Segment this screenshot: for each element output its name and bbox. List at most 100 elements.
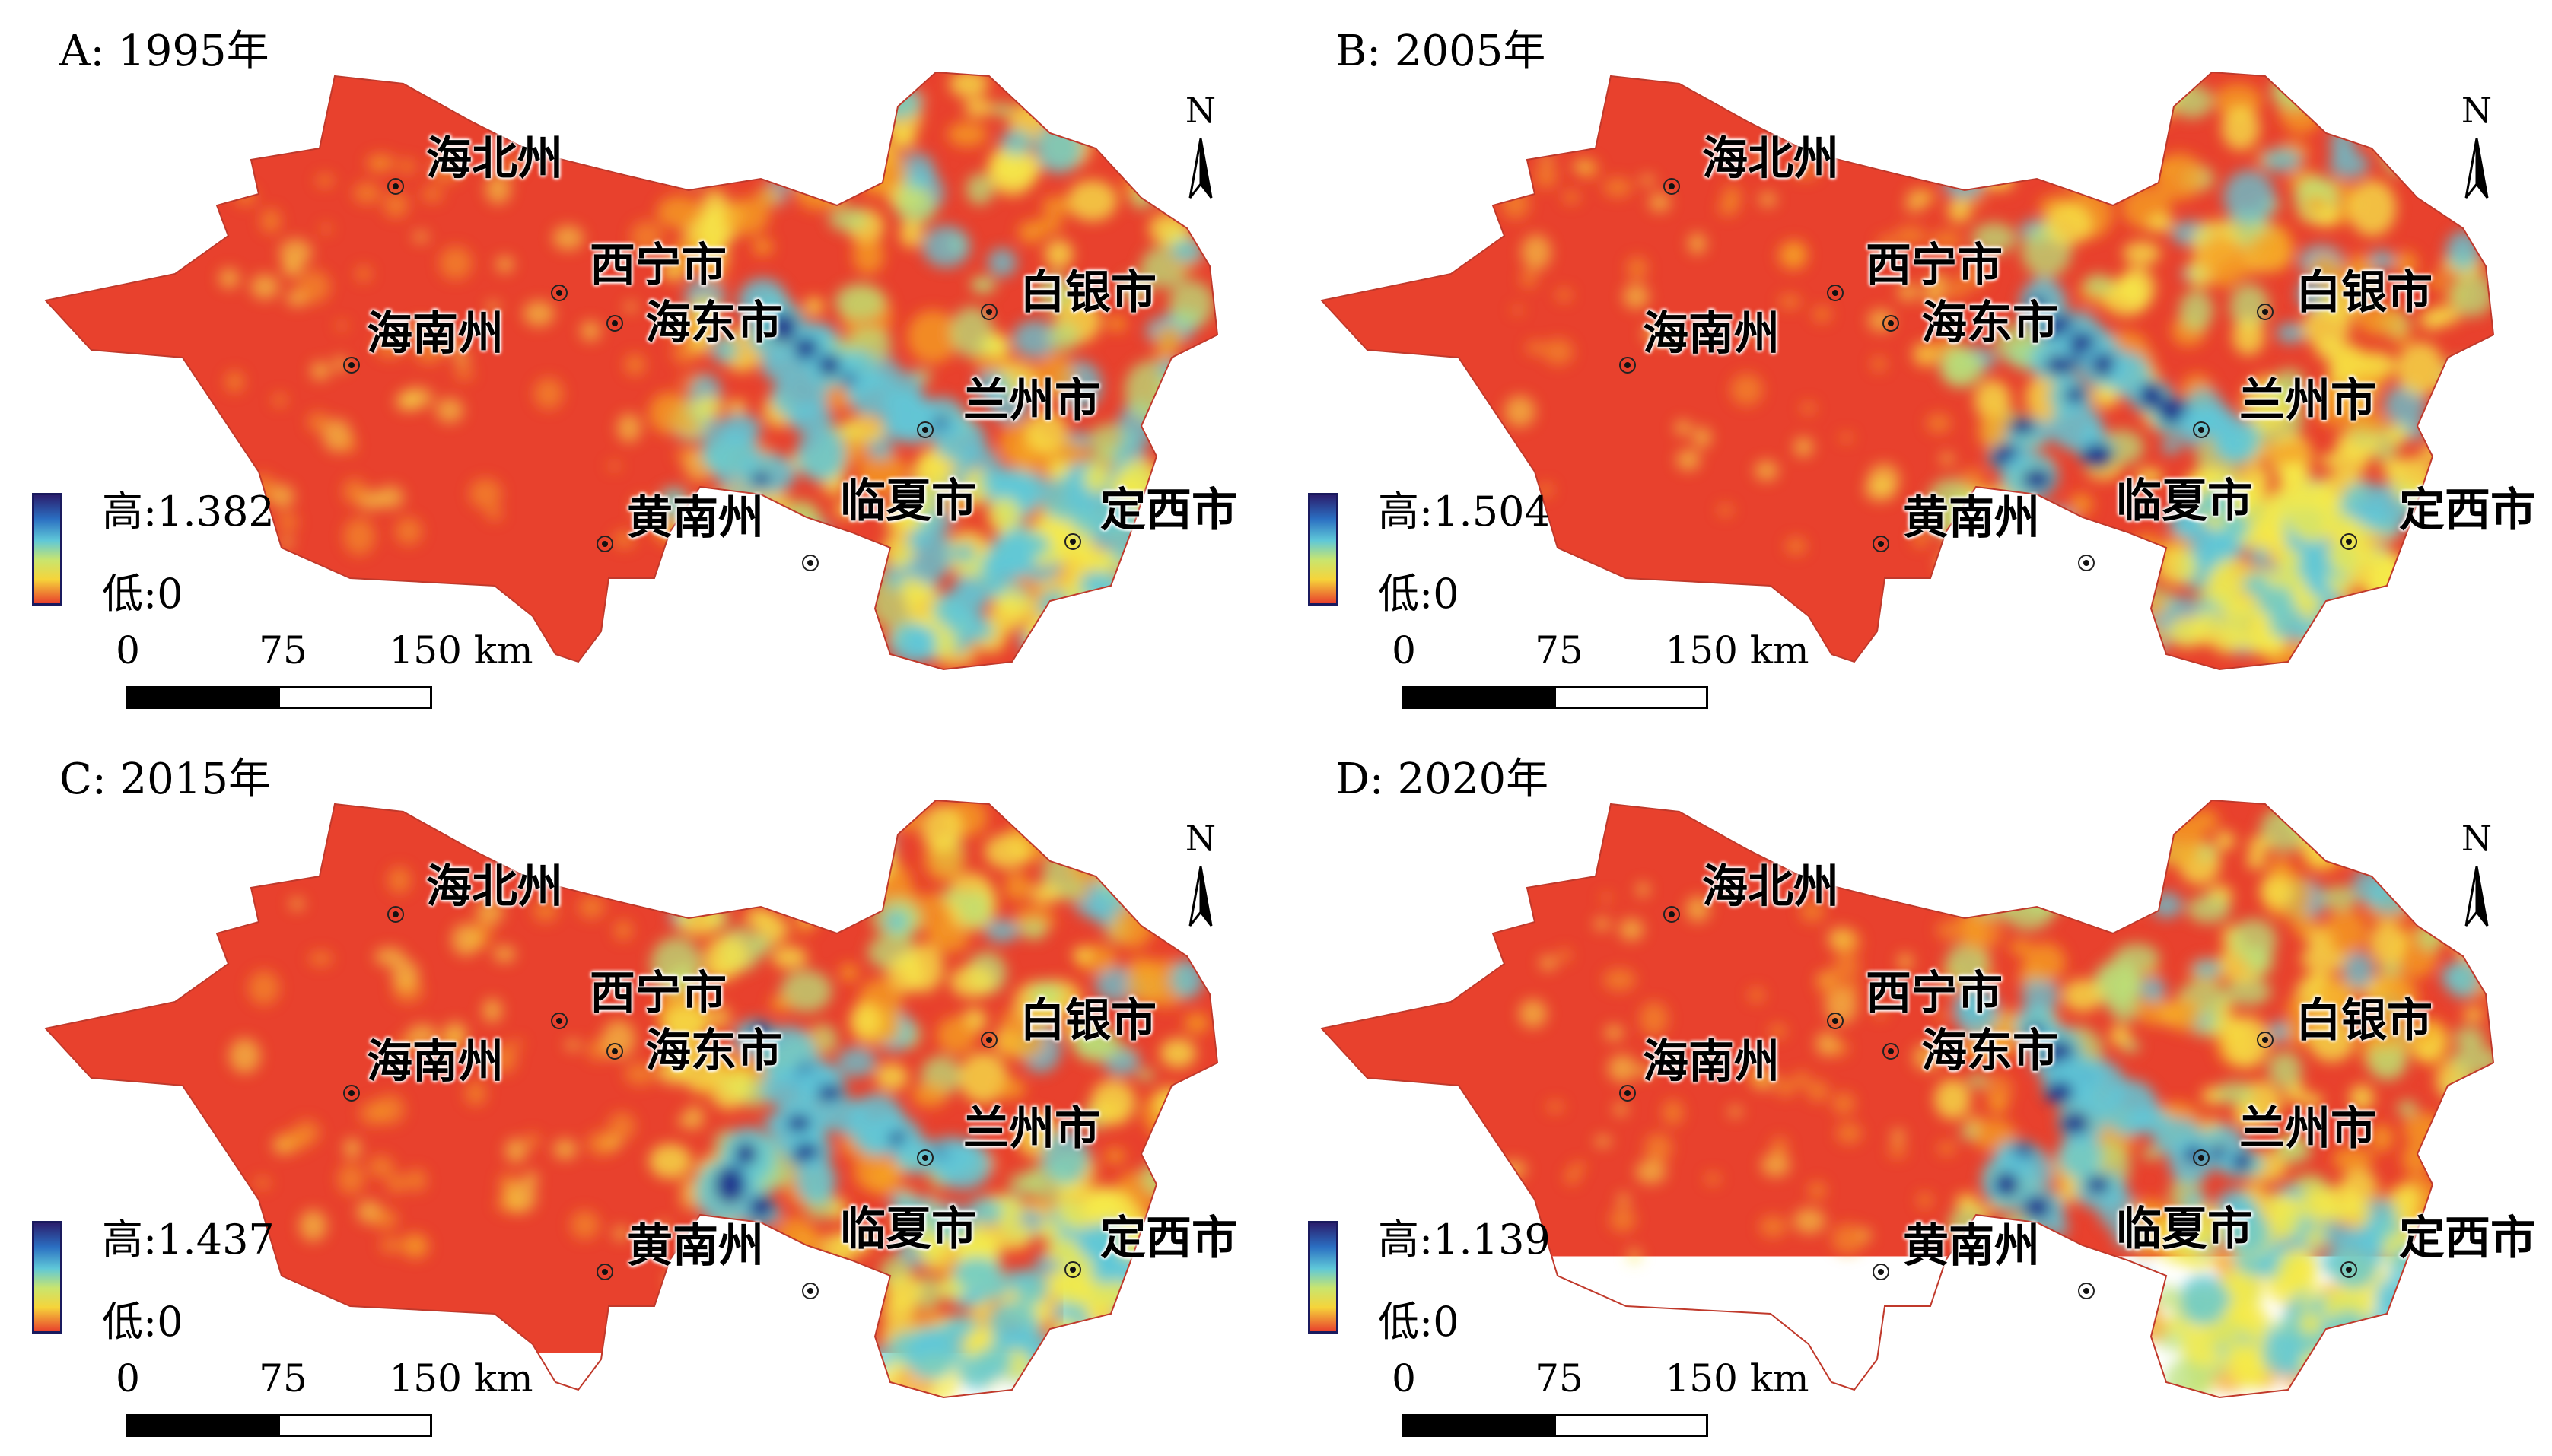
heat-blob	[439, 246, 472, 280]
heat-blob	[2409, 126, 2438, 160]
scale-tick-75: 75	[1535, 1356, 1583, 1400]
heat-blob	[2402, 1142, 2431, 1175]
heat-blob	[1068, 180, 1117, 221]
heat-blob	[1962, 924, 1989, 950]
heat-blob	[1603, 968, 1636, 991]
heat-blob	[565, 1040, 581, 1051]
city-point-dot	[2198, 427, 2204, 433]
heat-blob	[1161, 1112, 1211, 1165]
heat-blob	[1978, 104, 2018, 133]
heat-blob	[2041, 824, 2064, 844]
heat-blob	[2399, 1349, 2429, 1368]
heat-blob	[950, 965, 994, 998]
label-huangnan: 黄南州	[1903, 1209, 2040, 1275]
heat-blob	[875, 1063, 908, 1091]
heat-blob	[1144, 548, 1168, 566]
heat-blob	[776, 1216, 814, 1257]
heat-blob	[664, 642, 689, 658]
city-point-dot	[1669, 183, 1675, 189]
label-haibei: 海北州	[1702, 122, 1839, 188]
heat-blob	[616, 413, 641, 443]
heat-blob	[454, 367, 473, 380]
heat-blob	[660, 1315, 705, 1363]
heat-blob	[954, 542, 976, 563]
heat-blob	[2398, 136, 2420, 156]
heat-blob	[740, 840, 768, 866]
heat-blob	[735, 608, 767, 634]
heat-blob	[1160, 376, 1198, 402]
scale-bar-graphic	[1402, 686, 1708, 709]
heat-blob	[1079, 571, 1106, 597]
heat-blob	[2056, 595, 2086, 626]
legend-high: 高:1.437	[102, 1206, 275, 1266]
legend-low: 低:0	[1378, 560, 1459, 620]
heat-blob	[1155, 325, 1184, 351]
label-dingxi: 定西市	[2399, 1201, 2536, 1267]
scale-bar: 0 75 150 km	[126, 628, 446, 714]
city-point-dot	[2083, 560, 2089, 566]
heat-blob	[380, 1238, 402, 1254]
heat-blob	[848, 110, 883, 141]
heat-blob	[772, 946, 807, 969]
heat-blob	[2018, 1359, 2060, 1398]
heat-blob	[504, 1138, 527, 1162]
heat-blob	[853, 237, 884, 275]
legend-high: 高:1.504	[1378, 478, 1551, 538]
heat-blob	[1166, 1336, 1207, 1362]
heat-blob	[1521, 234, 1551, 270]
heat-blob	[1927, 1337, 1977, 1371]
heat-blob	[2231, 261, 2255, 278]
heat-blob	[2230, 919, 2277, 962]
heat-blob	[2269, 857, 2293, 879]
heat-blob	[2044, 356, 2074, 374]
panel-title: C: 2015年	[59, 745, 271, 806]
heat-blob	[1012, 472, 1049, 503]
heat-blob	[607, 462, 622, 470]
heat-blob	[523, 300, 555, 326]
heat-blob	[806, 624, 851, 663]
heat-blob	[2044, 203, 2092, 245]
label-hainan: 海南州	[367, 297, 504, 363]
heat-blob	[1614, 1103, 1628, 1116]
heat-blob	[700, 76, 723, 100]
heat-blob	[649, 1143, 692, 1178]
heat-blob	[791, 888, 813, 903]
heat-blob	[2064, 1323, 2102, 1359]
heat-blob	[1956, 1356, 1981, 1378]
heat-blob	[819, 1319, 843, 1340]
heat-blob	[786, 1362, 830, 1404]
heat-blob	[2232, 318, 2265, 355]
heat-blob	[281, 537, 294, 548]
heat-blob	[2065, 386, 2086, 404]
label-hainan: 海南州	[1643, 1025, 1780, 1091]
heat-blob	[727, 400, 747, 413]
heat-blob	[2335, 600, 2385, 654]
label-linxia: 临夏市	[840, 1192, 977, 1258]
label-hainan: 海南州	[1643, 297, 1780, 363]
city-point-dot	[2262, 309, 2268, 315]
heat-blob	[2369, 1315, 2414, 1348]
heat-blob	[1546, 1102, 1564, 1113]
legend-high: 高:1.382	[102, 478, 275, 538]
heat-blob	[1501, 188, 1530, 220]
heat-blob	[1184, 1013, 1209, 1035]
heat-blob	[1047, 322, 1080, 352]
heat-blob	[1594, 917, 1611, 930]
heat-blob	[1170, 959, 1204, 998]
heat-blob	[1812, 307, 1831, 323]
heat-blob	[1794, 1070, 1809, 1088]
heat-blob	[359, 1101, 387, 1126]
heat-blob	[2089, 831, 2127, 869]
heat-blob	[673, 1282, 716, 1316]
heat-blob	[614, 920, 633, 940]
heat-blob	[1784, 244, 1807, 263]
heat-blob	[985, 834, 1031, 869]
heat-blob	[1793, 1208, 1826, 1234]
heat-blob	[1103, 599, 1143, 634]
heat-blob	[2100, 148, 2146, 184]
heat-blob	[2457, 375, 2488, 399]
heat-blob	[2103, 556, 2140, 594]
heat-blob	[2073, 641, 2114, 670]
heat-blob	[2093, 1315, 2115, 1333]
heat-blob	[2029, 596, 2056, 615]
